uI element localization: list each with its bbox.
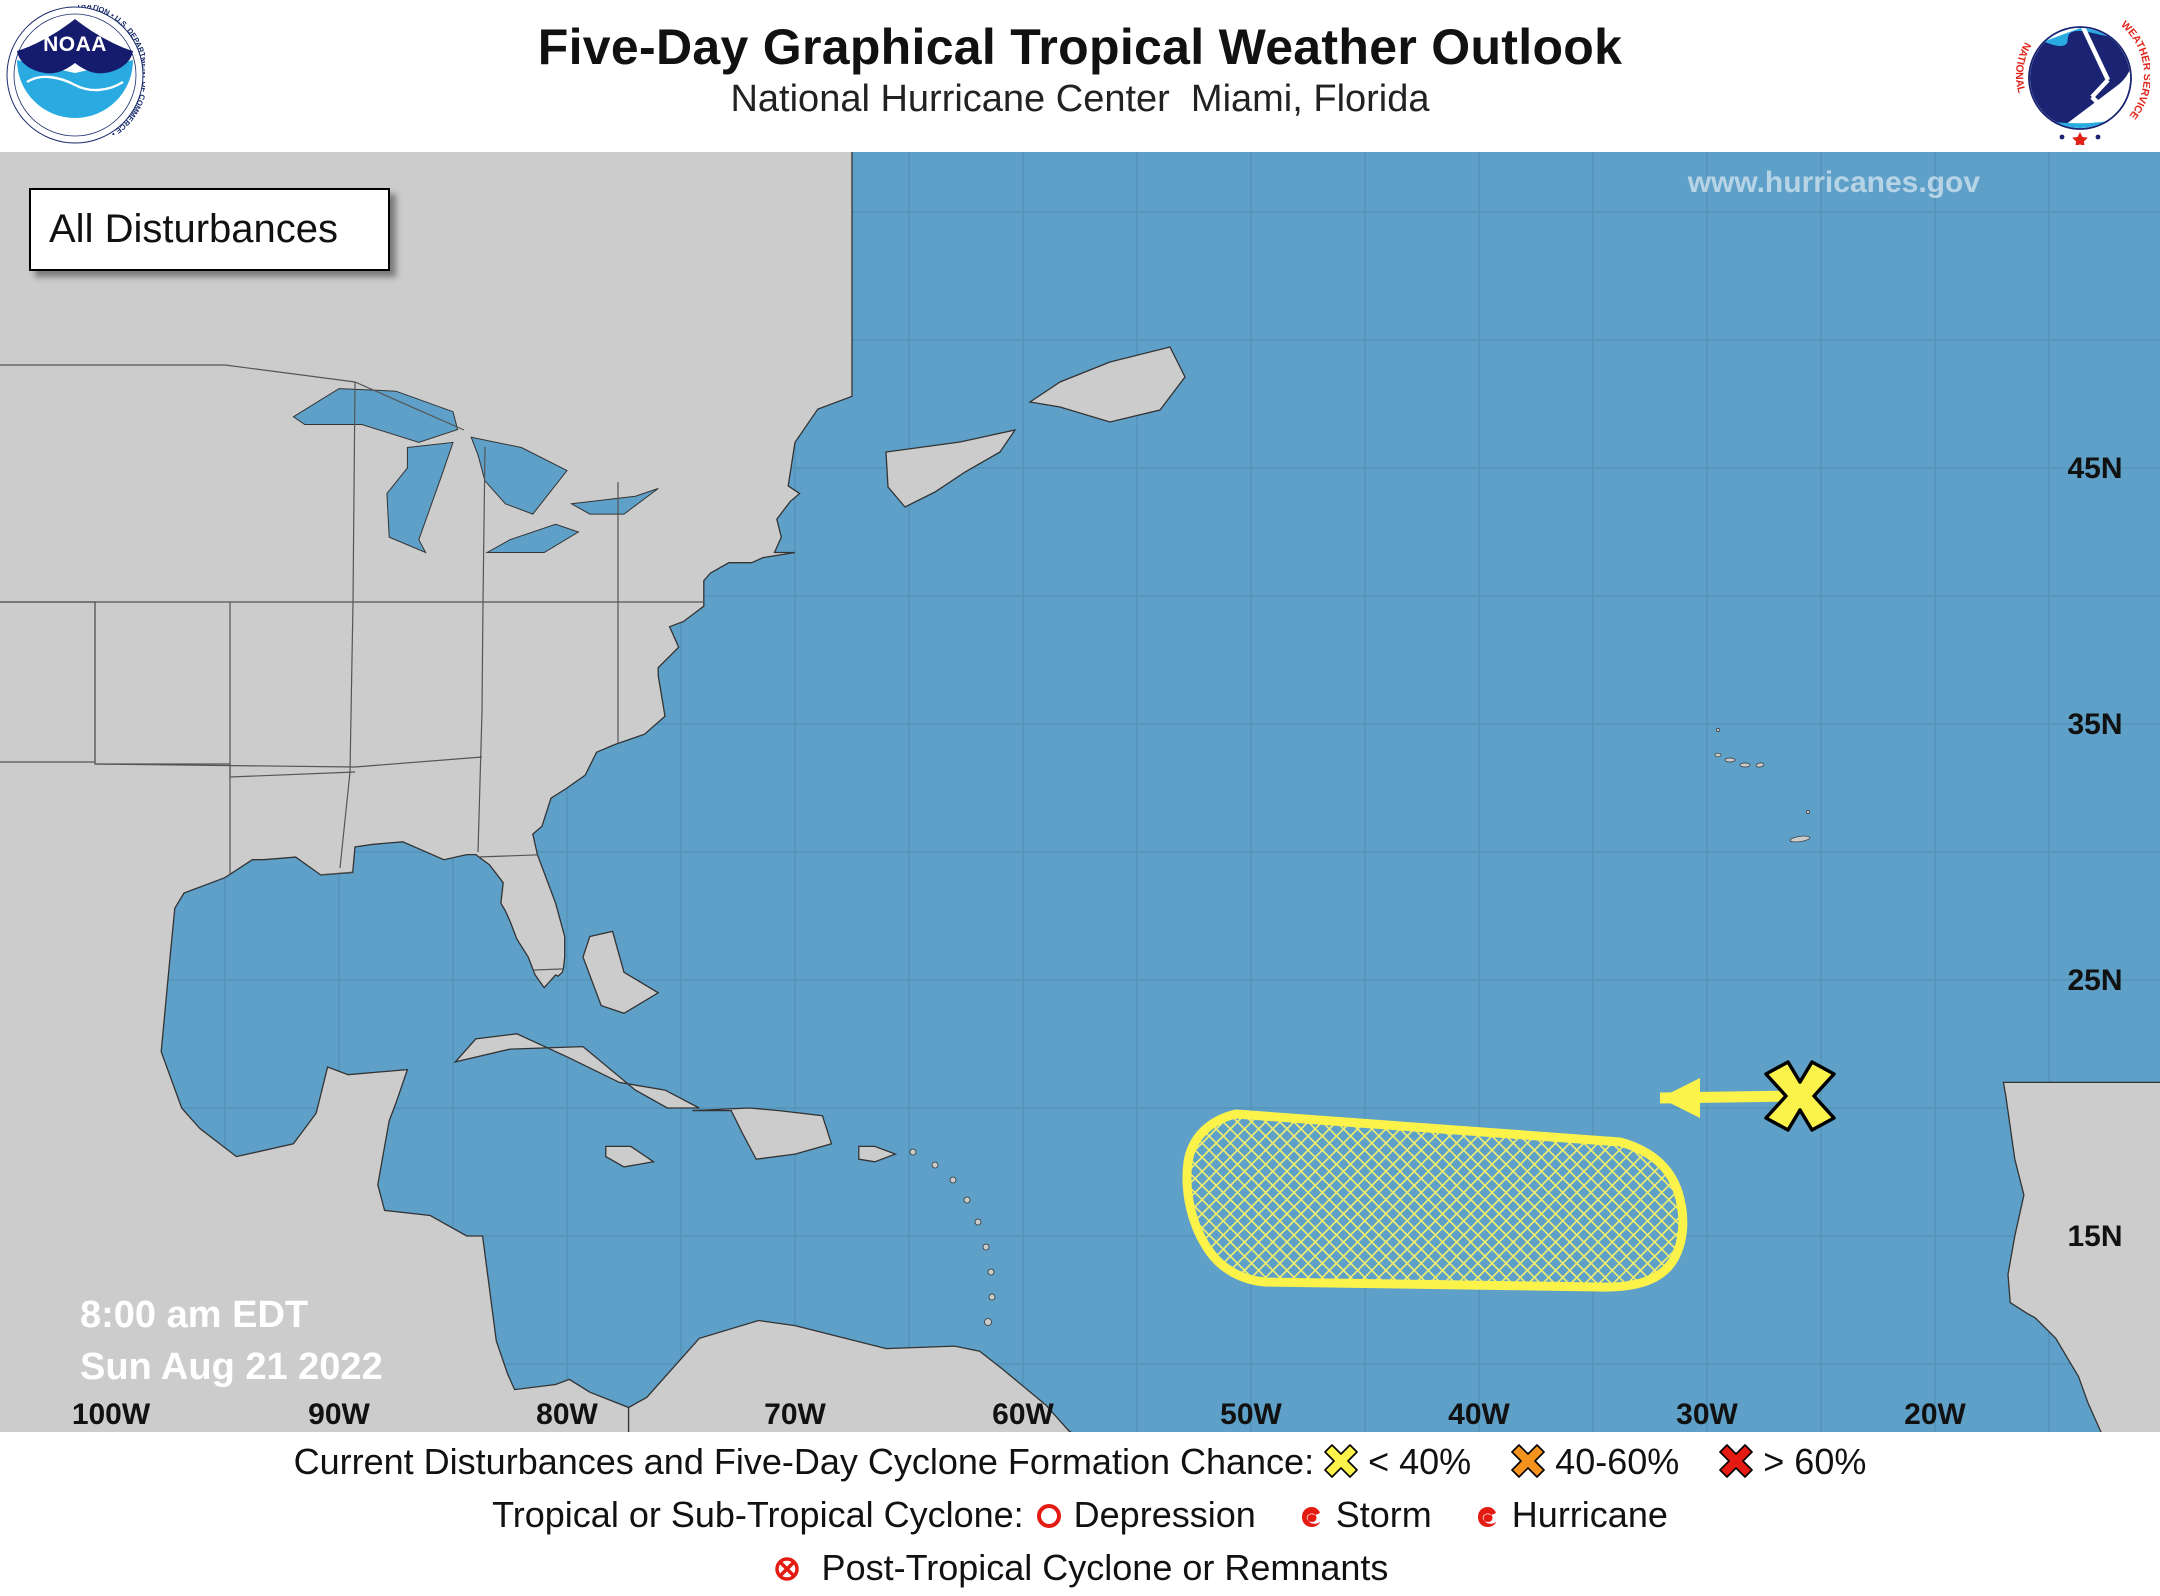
- svg-text:www.hurricanes.gov: www.hurricanes.gov: [1687, 166, 1981, 199]
- svg-text:40W: 40W: [1448, 1398, 1510, 1431]
- svg-text:25N: 25N: [2067, 964, 2122, 997]
- svg-text:70W: 70W: [764, 1398, 826, 1431]
- svg-text:8:00 am EDT: 8:00 am EDT: [80, 1294, 308, 1336]
- svg-text:50W: 50W: [1220, 1398, 1282, 1431]
- svg-text:80W: 80W: [536, 1398, 598, 1431]
- svg-text:100W: 100W: [72, 1398, 151, 1431]
- svg-text:20W: 20W: [1904, 1398, 1966, 1431]
- svg-text:NOAA: NOAA: [43, 33, 107, 56]
- svg-text:30W: 30W: [1676, 1398, 1738, 1431]
- svg-text:35N: 35N: [2067, 708, 2122, 741]
- svg-text:90W: 90W: [308, 1398, 370, 1431]
- svg-text:Sun Aug 21 2022: Sun Aug 21 2022: [80, 1346, 383, 1388]
- svg-text:15N: 15N: [2067, 1220, 2122, 1253]
- svg-text:45N: 45N: [2067, 452, 2122, 485]
- svg-text:60W: 60W: [992, 1398, 1054, 1431]
